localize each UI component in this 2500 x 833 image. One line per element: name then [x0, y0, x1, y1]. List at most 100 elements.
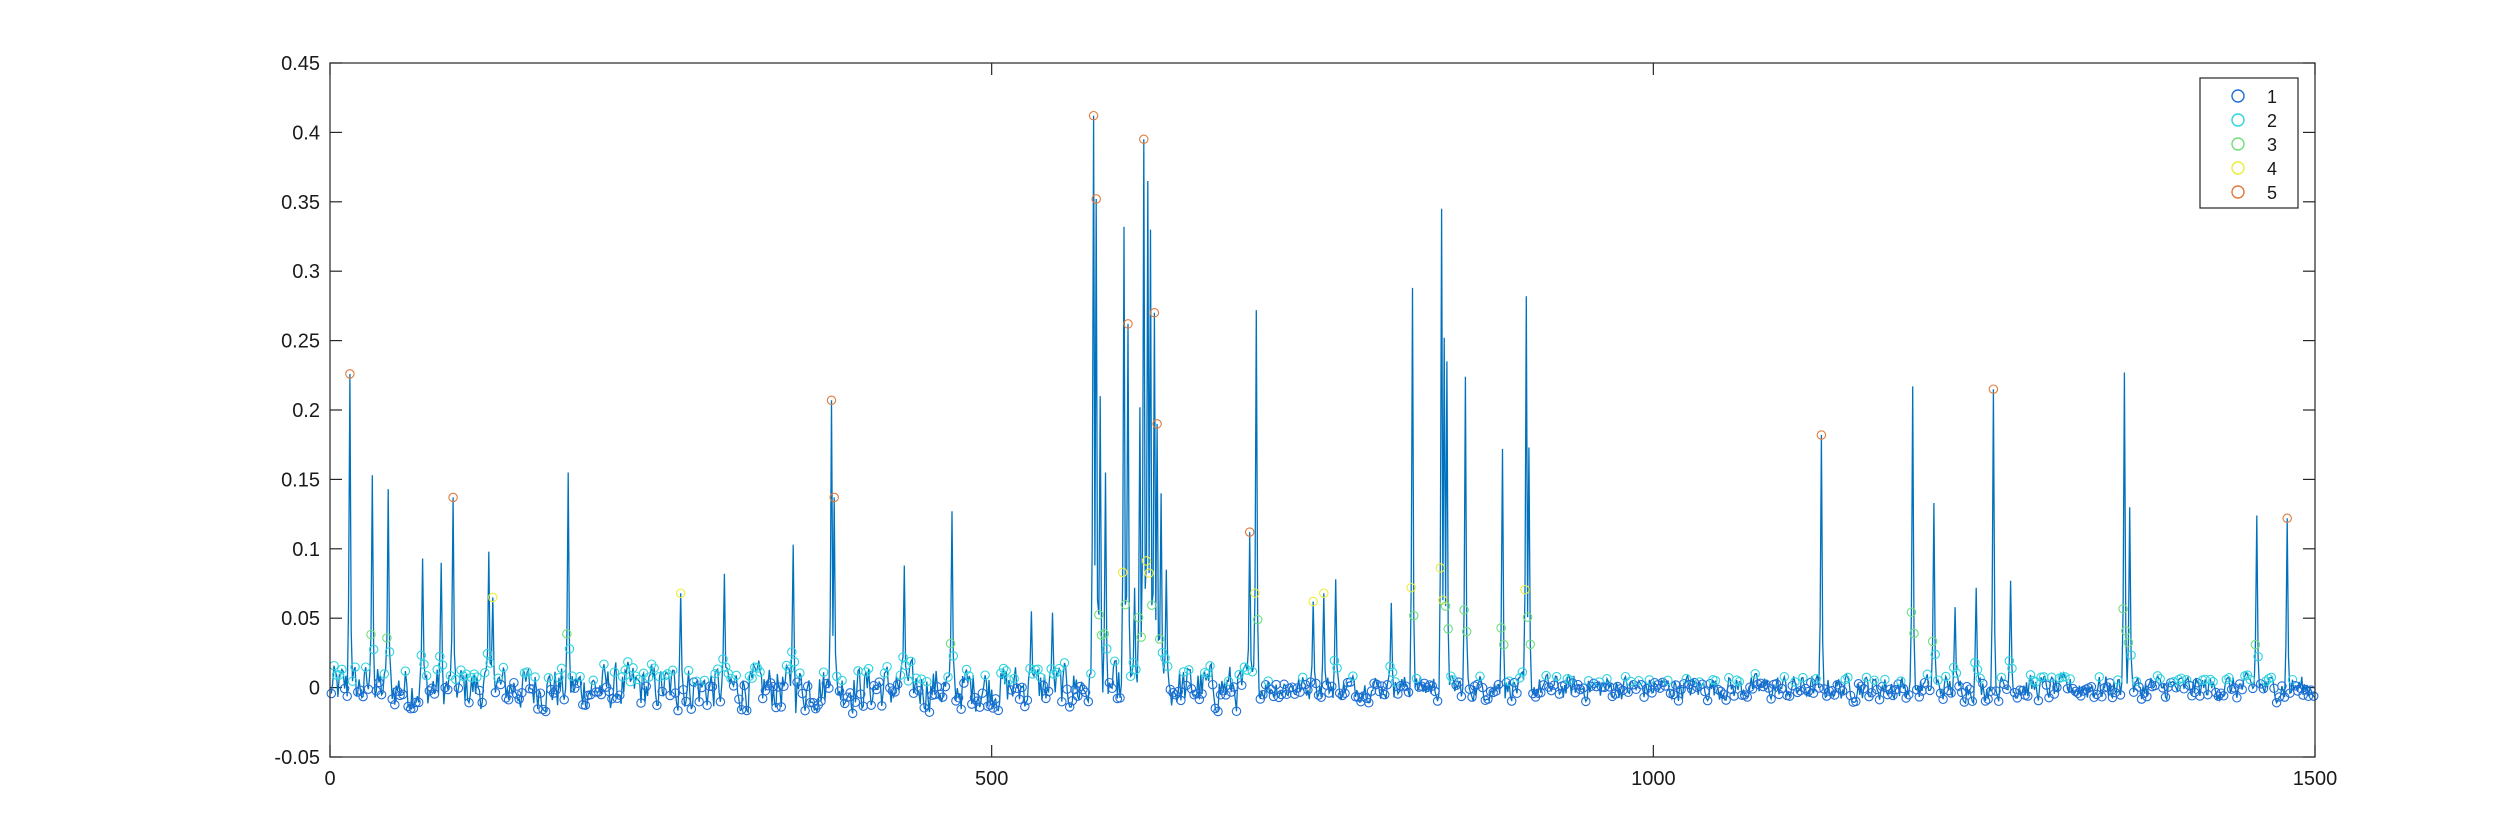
data-point	[1845, 690, 1856, 701]
data-point	[1512, 688, 1522, 699]
data-point	[1102, 644, 1112, 654]
data-point	[1718, 689, 1729, 700]
data-point	[2078, 686, 2089, 696]
data-point	[1933, 675, 1943, 685]
data-point	[2033, 695, 2044, 706]
data-point	[1154, 634, 1165, 644]
data-point	[895, 670, 906, 680]
data-point	[2282, 513, 2292, 524]
data-point	[1618, 685, 1628, 696]
data-point	[1401, 681, 1411, 691]
data-point	[1147, 600, 1157, 610]
data-point	[1941, 671, 1951, 682]
data-point	[1308, 596, 1318, 607]
data-point	[2234, 679, 2245, 689]
data-point	[2205, 674, 2216, 685]
data-point	[1880, 674, 1890, 685]
data-point	[1731, 675, 1742, 685]
data-point	[1049, 669, 1059, 679]
data-point	[2237, 684, 2247, 695]
data-point	[1967, 696, 1978, 707]
data-point	[1840, 674, 1850, 685]
data-point	[665, 690, 675, 701]
data-point	[670, 688, 681, 698]
data-point	[882, 661, 892, 672]
data-point	[360, 662, 371, 672]
data-point	[1247, 667, 1258, 677]
data-point	[784, 664, 794, 674]
data-point	[1922, 669, 1933, 680]
data-point	[2142, 691, 2152, 702]
data-point	[1520, 584, 1530, 595]
data-point	[1258, 690, 1268, 700]
data-point	[421, 671, 432, 681]
data-point	[1713, 684, 1723, 695]
data-point	[1411, 673, 1422, 684]
data-point	[914, 686, 924, 696]
data-point	[2121, 626, 2131, 636]
data-point	[1872, 684, 1882, 695]
data-point	[1525, 639, 1536, 650]
data-point	[816, 696, 826, 706]
data-point	[1136, 632, 1146, 642]
data-point	[633, 674, 644, 685]
data-point	[2158, 683, 2168, 693]
data-point	[509, 677, 519, 688]
data-point	[1210, 703, 1221, 714]
data-point	[1766, 694, 1776, 704]
data-point	[2245, 674, 2255, 685]
data-point	[824, 683, 834, 693]
data-point	[1107, 683, 1117, 694]
data-point	[797, 688, 808, 699]
data-point	[2216, 688, 2226, 698]
legend-label: 5	[2267, 183, 2277, 203]
data-point	[1750, 669, 1760, 679]
data-point	[1454, 677, 1464, 687]
data-point	[1213, 706, 1223, 717]
data-point	[2065, 674, 2075, 684]
data-point	[866, 700, 876, 710]
data-point	[366, 629, 376, 640]
data-point	[874, 677, 884, 687]
data-point	[1906, 607, 1917, 618]
data-point	[1170, 690, 1181, 700]
data-point	[1438, 595, 1448, 605]
data-point	[1345, 677, 1356, 687]
data-point	[1184, 665, 1194, 675]
data-point	[996, 668, 1006, 678]
data-point	[686, 704, 697, 714]
data-point	[1803, 686, 1813, 697]
data-point	[501, 693, 511, 703]
data-point	[413, 697, 424, 708]
data-point	[1885, 684, 1895, 694]
data-point	[649, 663, 659, 673]
data-point	[800, 705, 810, 716]
data-point	[1504, 676, 1514, 686]
data-point	[1647, 688, 1657, 698]
data-point	[699, 675, 710, 686]
data-point	[599, 659, 609, 669]
data-point	[1583, 676, 1594, 686]
data-point	[837, 675, 847, 686]
data-point	[1763, 683, 1774, 693]
data-point	[678, 684, 689, 695]
data-point	[1168, 688, 1178, 698]
x-tick-label: 1500	[2293, 768, 2338, 790]
data-point	[1358, 691, 1369, 701]
data-point	[1607, 691, 1618, 702]
data-point	[1374, 686, 1385, 697]
data-point	[580, 700, 591, 711]
data-point	[660, 670, 670, 681]
data-point	[980, 670, 990, 680]
data-point	[1149, 308, 1160, 318]
data-point	[1586, 681, 1596, 692]
data-point	[493, 673, 503, 684]
data-point	[1009, 673, 1019, 684]
axis-ticks: 0 500 1000 1500-0.0500.050.10.150.20.250.30…	[274, 53, 2337, 790]
data-point	[527, 684, 538, 694]
data-point	[2250, 639, 2261, 650]
data-point	[1440, 601, 1451, 611]
data-point	[1832, 680, 1843, 690]
data-point	[1157, 647, 1168, 658]
